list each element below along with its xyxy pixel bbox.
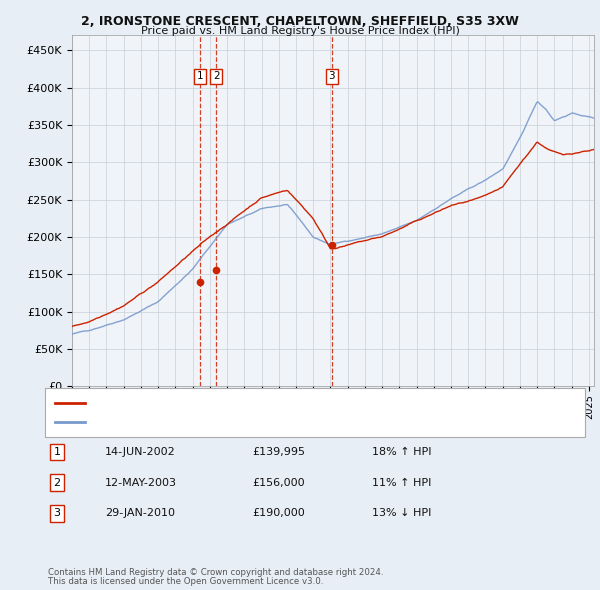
Text: 11% ↑ HPI: 11% ↑ HPI — [372, 478, 431, 487]
Text: 14-JUN-2002: 14-JUN-2002 — [105, 447, 176, 457]
Text: 2: 2 — [53, 478, 61, 487]
Text: 2, IRONSTONE CRESCENT, CHAPELTOWN, SHEFFIELD, S35 3XW (detached house): 2, IRONSTONE CRESCENT, CHAPELTOWN, SHEFF… — [91, 398, 496, 408]
Text: £156,000: £156,000 — [252, 478, 305, 487]
Text: 12-MAY-2003: 12-MAY-2003 — [105, 478, 177, 487]
Text: 3: 3 — [328, 71, 335, 81]
Text: Contains HM Land Registry data © Crown copyright and database right 2024.: Contains HM Land Registry data © Crown c… — [48, 568, 383, 577]
Text: Price paid vs. HM Land Registry's House Price Index (HPI): Price paid vs. HM Land Registry's House … — [140, 26, 460, 36]
Text: 13% ↓ HPI: 13% ↓ HPI — [372, 509, 431, 518]
Text: This data is licensed under the Open Government Licence v3.0.: This data is licensed under the Open Gov… — [48, 577, 323, 586]
Text: 29-JAN-2010: 29-JAN-2010 — [105, 509, 175, 518]
Text: 1: 1 — [197, 71, 203, 81]
Text: £139,995: £139,995 — [252, 447, 305, 457]
Text: 18% ↑ HPI: 18% ↑ HPI — [372, 447, 431, 457]
Text: 3: 3 — [53, 509, 61, 518]
Text: 1: 1 — [53, 447, 61, 457]
Text: 2, IRONSTONE CRESCENT, CHAPELTOWN, SHEFFIELD, S35 3XW: 2, IRONSTONE CRESCENT, CHAPELTOWN, SHEFF… — [81, 15, 519, 28]
Text: HPI: Average price, detached house, Sheffield: HPI: Average price, detached house, Shef… — [91, 417, 320, 427]
Text: £190,000: £190,000 — [252, 509, 305, 518]
Text: 2: 2 — [213, 71, 220, 81]
